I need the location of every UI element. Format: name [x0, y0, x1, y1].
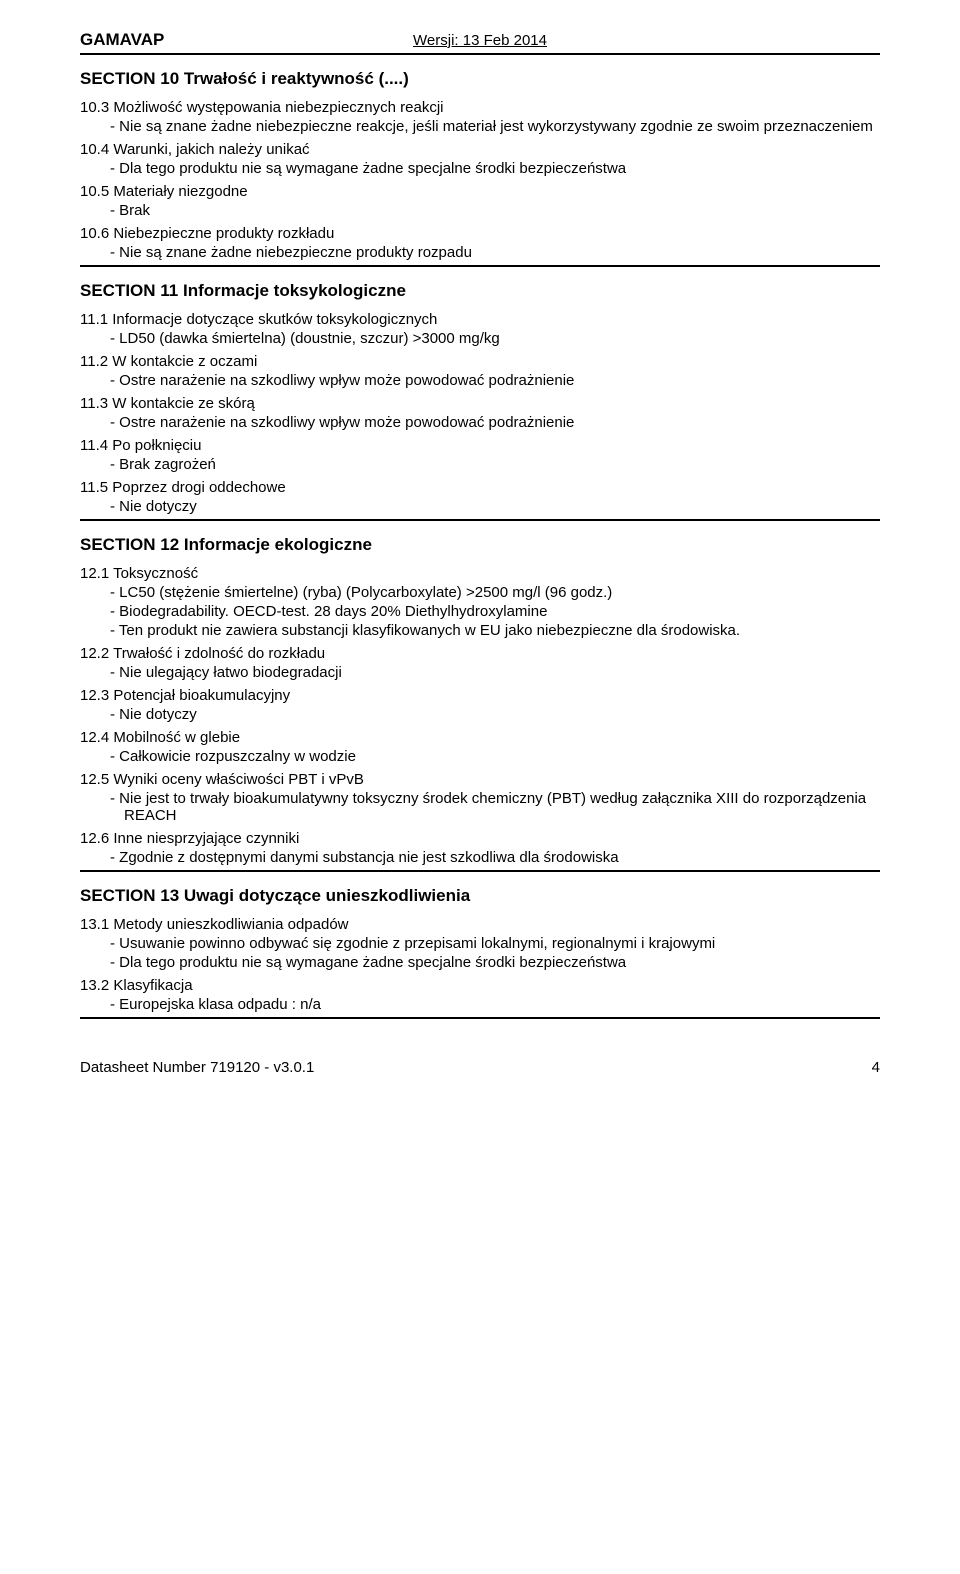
footer-datasheet: Datasheet Number 719120 - v3.0.1 [80, 1059, 314, 1076]
footer-rule [80, 1017, 880, 1019]
s12-1-title: 12.1 Toksyczność [80, 565, 880, 582]
s12-4-item: Całkowicie rozpuszczalny w wodzie [110, 748, 880, 765]
top-rule [80, 53, 880, 55]
s11-bottom-rule [80, 519, 880, 521]
s11-3-item: Ostre narażenie na szkodliwy wpływ może … [110, 414, 880, 431]
s12-2-item: Nie ulegający łatwo biodegradacji [110, 664, 880, 681]
s10-4-item: Dla tego produktu nie są wymagane żadne … [110, 160, 880, 177]
s12-4-title: 12.4 Mobilność w glebie [80, 729, 880, 746]
s11-1-item: LD50 (dawka śmiertelna) (doustnie, szczu… [110, 330, 880, 347]
section-10-heading: SECTION 10 Trwałość i reaktywność (....) [80, 69, 880, 89]
s12-bottom-rule [80, 870, 880, 872]
s12-1-item1: LC50 (stężenie śmiertelne) (ryba) (Polyc… [110, 584, 880, 601]
s12-3-title: 12.3 Potencjał bioakumulacyjny [80, 687, 880, 704]
version-line: Wersji: 13 Feb 2014 [80, 32, 880, 49]
s12-5-item: Nie jest to trwały bioakumulatywny toksy… [110, 790, 880, 824]
s12-6-item: Zgodnie z dostępnymi danymi substancja n… [110, 849, 880, 866]
s11-5-title: 11.5 Poprzez drogi oddechowe [80, 479, 880, 496]
footer-page-number: 4 [872, 1059, 880, 1076]
section-11-heading: SECTION 11 Informacje toksykologiczne [80, 281, 880, 301]
s10-6-title: 10.6 Niebezpieczne produkty rozkładu [80, 225, 880, 242]
s12-3-item: Nie dotyczy [110, 706, 880, 723]
s13-1-title: 13.1 Metody unieszkodliwiania odpadów [80, 916, 880, 933]
s13-1-item2: Dla tego produktu nie są wymagane żadne … [110, 954, 880, 971]
s10-3-item: Nie są znane żadne niebezpieczne reakcje… [110, 118, 880, 135]
s12-1-item2: Biodegradability. OECD-test. 28 days 20%… [110, 603, 880, 620]
s13-2-item: Europejska klasa odpadu : n/a [110, 996, 880, 1013]
s11-4-item: Brak zagrożeń [110, 456, 880, 473]
s12-6-title: 12.6 Inne niesprzyjające czynniki [80, 830, 880, 847]
s11-4-title: 11.4 Po połknięciu [80, 437, 880, 454]
s11-1-title: 11.1 Informacje dotyczące skutków toksyk… [80, 311, 880, 328]
s12-5-title: 12.5 Wyniki oceny właściwości PBT i vPvB [80, 771, 880, 788]
s12-2-title: 12.2 Trwałość i zdolność do rozkładu [80, 645, 880, 662]
section-13-heading: SECTION 13 Uwagi dotyczące unieszkodliwi… [80, 886, 880, 906]
s11-3-title: 11.3 W kontakcie ze skórą [80, 395, 880, 412]
s13-1-item1: Usuwanie powinno odbywać się zgodnie z p… [110, 935, 880, 952]
s10-4-title: 10.4 Warunki, jakich należy unikać [80, 141, 880, 158]
s11-2-item: Ostre narażenie na szkodliwy wpływ może … [110, 372, 880, 389]
s13-2-title: 13.2 Klasyfikacja [80, 977, 880, 994]
section-12-heading: SECTION 12 Informacje ekologiczne [80, 535, 880, 555]
s10-bottom-rule [80, 265, 880, 267]
s12-1-item3: Ten produkt nie zawiera substancji klasy… [110, 622, 880, 639]
s10-5-item: Brak [110, 202, 880, 219]
s10-5-title: 10.5 Materiały niezgodne [80, 183, 880, 200]
s11-5-item: Nie dotyczy [110, 498, 880, 515]
s11-2-title: 11.2 W kontakcie z oczami [80, 353, 880, 370]
s10-6-item: Nie są znane żadne niebezpieczne produkt… [110, 244, 880, 261]
s10-3-title: 10.3 Możliwość występowania niebezpieczn… [80, 99, 880, 116]
